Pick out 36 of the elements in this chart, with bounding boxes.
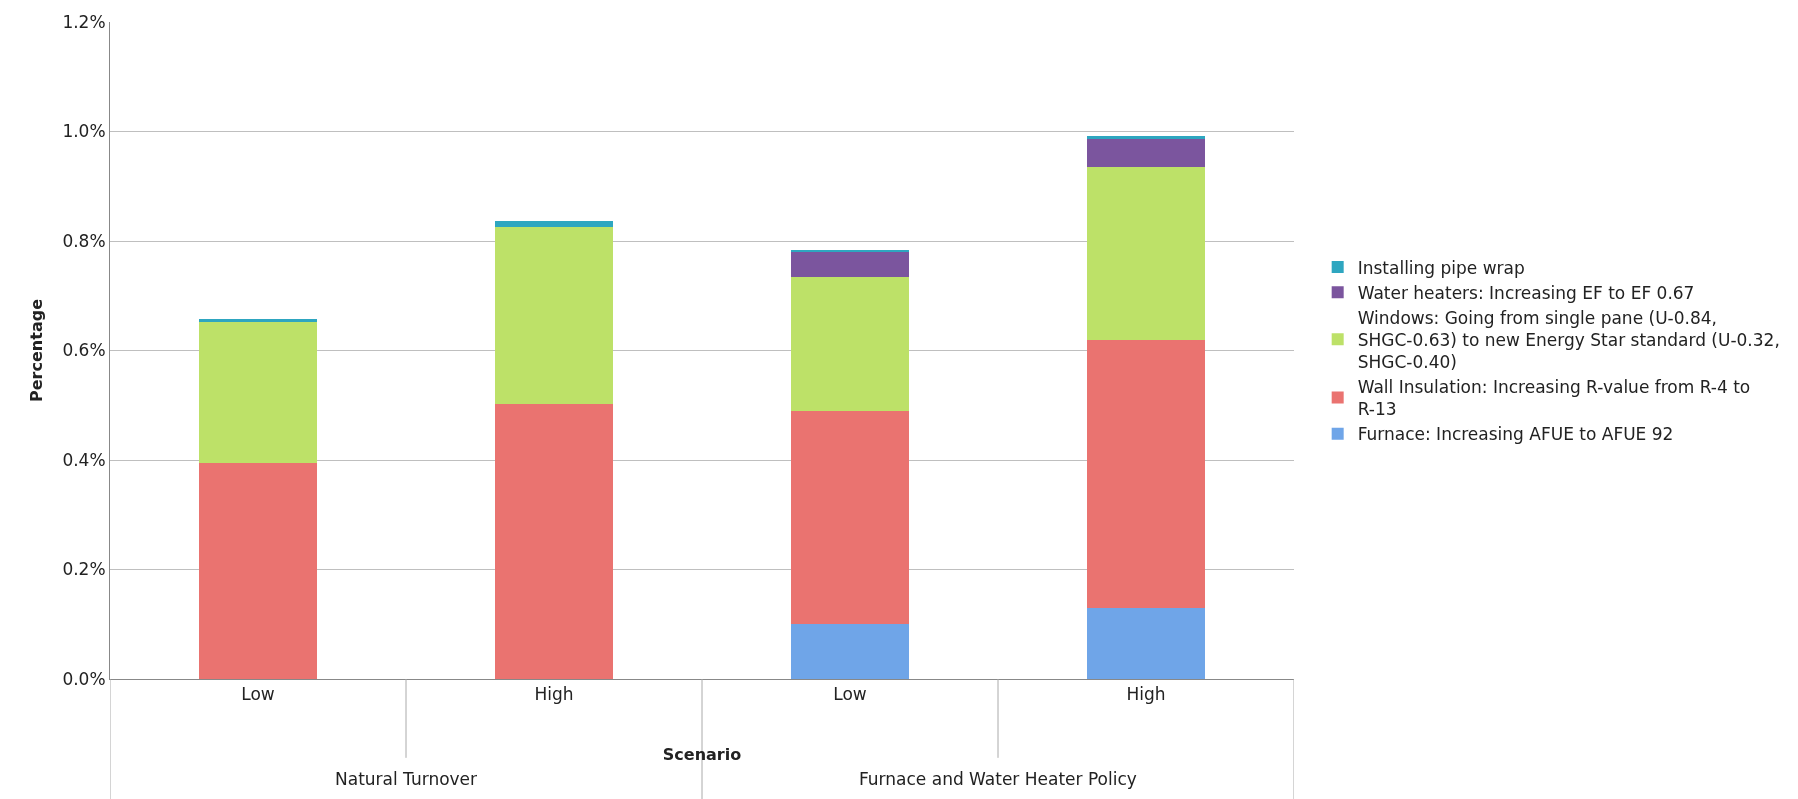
y-tick-label: 0.4% — [62, 449, 106, 470]
y-tick-label: 0.8% — [62, 230, 106, 251]
text: Furnace and Water Heater Policy — [859, 769, 1137, 789]
text: Natural Turnover — [335, 769, 478, 789]
bar — [790, 249, 910, 252]
bar — [790, 411, 910, 625]
y-tick-label: 1.2% — [62, 11, 106, 32]
bar — [494, 221, 614, 227]
legend-label: Wall Insulation: Increasing R-value from R-4 to R-13 — [1357, 377, 1751, 420]
bar — [790, 624, 910, 679]
y-tick-label: 1.0% — [62, 121, 106, 142]
bar — [198, 322, 318, 463]
bar — [1086, 166, 1206, 340]
bar — [1086, 135, 1206, 139]
y-tick-label: 0.0% — [62, 668, 106, 689]
legend-label: Windows: Going from single pane (U-0.84, SHGC-0.63) to new Energy Star standard (U-0.32, SHGC-0.40) — [1357, 307, 1780, 373]
legend-label: Furnace: Increasing AFUE to AFUE 92 — [1357, 424, 1674, 445]
bar — [1086, 138, 1206, 167]
bar — [494, 403, 614, 679]
bar — [1086, 339, 1206, 608]
bar — [790, 277, 910, 412]
bar — [1086, 607, 1206, 679]
y-axis-title: Percentage — [27, 298, 47, 402]
legend-label: Installing pipe wrap — [1357, 257, 1525, 278]
x-tick-label: High — [1126, 684, 1166, 705]
y-tick-label: 0.2% — [62, 559, 106, 580]
legend-label: Water heaters: Increasing EF to EF 0.67 — [1357, 282, 1695, 303]
x-axis-title: Scenario — [662, 745, 742, 765]
bar — [198, 462, 318, 679]
y-tick-label: 0.6% — [62, 340, 106, 361]
bar — [198, 318, 318, 323]
x-tick-label: Low — [833, 684, 867, 705]
bar — [494, 226, 614, 404]
x-tick-label: High — [534, 684, 574, 705]
x-tick-label: Low — [241, 684, 275, 705]
bar — [790, 251, 910, 278]
